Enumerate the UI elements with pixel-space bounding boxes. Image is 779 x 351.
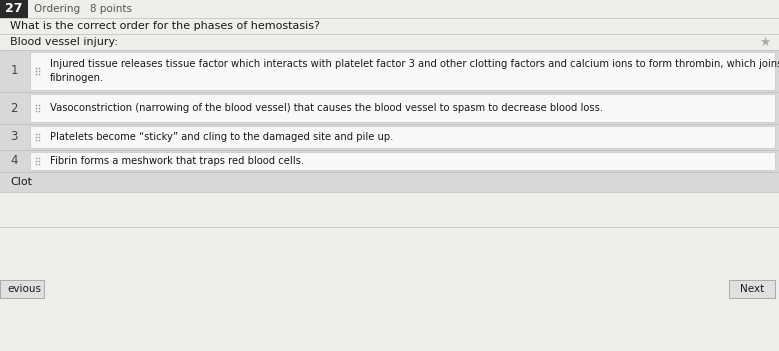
FancyBboxPatch shape — [30, 126, 775, 148]
FancyBboxPatch shape — [0, 227, 779, 351]
FancyBboxPatch shape — [0, 0, 28, 18]
Text: Vasoconstriction (narrowing of the blood vessel) that causes the blood vessel to: Vasoconstriction (narrowing of the blood… — [50, 103, 603, 113]
Text: Ordering   8 points: Ordering 8 points — [34, 4, 132, 14]
FancyBboxPatch shape — [0, 50, 779, 92]
Text: Next: Next — [740, 284, 764, 294]
Text: Blood vessel injury:: Blood vessel injury: — [10, 37, 118, 47]
Text: 3: 3 — [10, 131, 18, 144]
FancyBboxPatch shape — [0, 150, 779, 172]
Text: What is the correct order for the phases of hemostasis?: What is the correct order for the phases… — [10, 21, 320, 31]
Text: 2: 2 — [10, 101, 18, 114]
FancyBboxPatch shape — [0, 280, 44, 298]
Text: Injured tissue releases tissue factor which interacts with platelet factor 3 and: Injured tissue releases tissue factor wh… — [50, 59, 779, 82]
Text: 27: 27 — [5, 2, 23, 15]
FancyBboxPatch shape — [0, 92, 779, 124]
FancyBboxPatch shape — [30, 52, 775, 90]
Text: ★: ★ — [760, 35, 770, 48]
Text: Fibrin forms a meshwork that traps red blood cells.: Fibrin forms a meshwork that traps red b… — [50, 156, 304, 166]
Text: 4: 4 — [10, 154, 18, 167]
Text: evious: evious — [7, 284, 41, 294]
FancyBboxPatch shape — [30, 94, 775, 122]
FancyBboxPatch shape — [0, 192, 779, 227]
Text: 1: 1 — [10, 65, 18, 78]
FancyBboxPatch shape — [30, 152, 775, 170]
FancyBboxPatch shape — [0, 124, 779, 150]
FancyBboxPatch shape — [0, 172, 779, 192]
Text: Clot: Clot — [10, 177, 32, 187]
Text: Platelets become “sticky” and cling to the damaged site and pile up.: Platelets become “sticky” and cling to t… — [50, 132, 393, 142]
FancyBboxPatch shape — [729, 280, 775, 298]
